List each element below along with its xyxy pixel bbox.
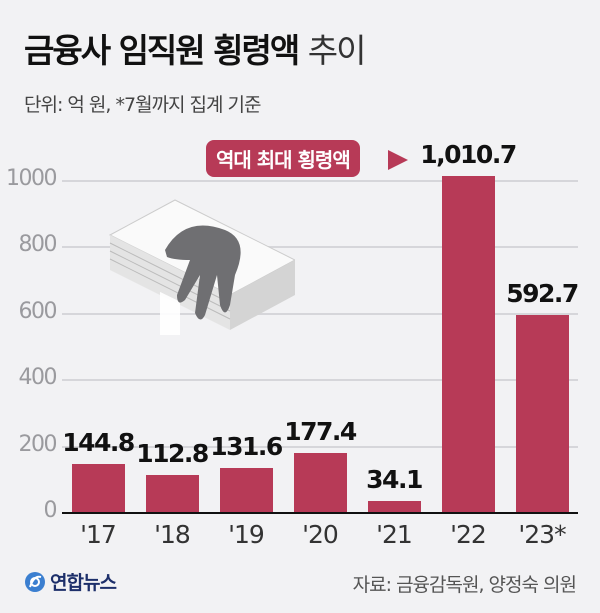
subtitle: 단위: 억 원, *7월까지 집계 기준 (24, 94, 262, 116)
bar (146, 474, 199, 512)
bar-value-label: 592.7 (506, 279, 579, 309)
source-text: 자료: 금융감독원, 양정숙 의원 (352, 574, 577, 596)
bar-value-label: 112.8 (136, 438, 209, 468)
yonhap-globe-icon (25, 571, 45, 592)
bar-value-label: 34.1 (366, 464, 423, 494)
bar (368, 500, 421, 512)
bar (516, 315, 569, 512)
x-tick-label: '22 (450, 520, 487, 549)
logo-text: 연합뉴스 (50, 572, 117, 594)
bar-value-label: 144.8 (62, 427, 135, 457)
y-tick-label: 200 (18, 431, 58, 457)
x-tick-label: '18 (154, 520, 191, 549)
y-tick-label: 800 (18, 232, 58, 258)
money-stack-hand-icon (108, 199, 295, 335)
gridline (62, 312, 578, 315)
page-title: 금융사 임직원 횡령액 추이 (24, 24, 367, 72)
y-tick-label: 0 (43, 498, 58, 523)
yonhap-logo: 연합뉴스 (24, 568, 117, 595)
x-tick-label: '19 (228, 520, 265, 549)
y-tick-label: 600 (18, 298, 58, 324)
x-tick-label: '23* (518, 520, 566, 549)
gridline (62, 379, 578, 382)
x-tick-label: '17 (80, 520, 117, 549)
bar-value-label: 1,010.7 (420, 140, 517, 170)
gridline (62, 180, 578, 182)
gridline (62, 445, 578, 448)
bar (220, 468, 273, 512)
bar (442, 176, 495, 512)
x-tick-label: '20 (302, 520, 339, 549)
bar-value-label: 131.6 (210, 432, 283, 462)
x-tick-label: '21 (376, 520, 413, 549)
y-tick-label: 400 (18, 365, 58, 391)
record-callout: 역대 최대 횡령액 (206, 140, 360, 177)
bar-value-label: 177.4 (284, 417, 357, 447)
callout-pointer (388, 150, 408, 170)
title-bold: 금융사 임직원 횡령액 (24, 31, 300, 70)
x-axis-line (62, 512, 578, 514)
gridline (62, 246, 578, 249)
bar (294, 453, 347, 512)
y-tick-label: 1000 (6, 166, 58, 191)
title-light: 추이 (307, 31, 367, 70)
bar (72, 463, 125, 512)
